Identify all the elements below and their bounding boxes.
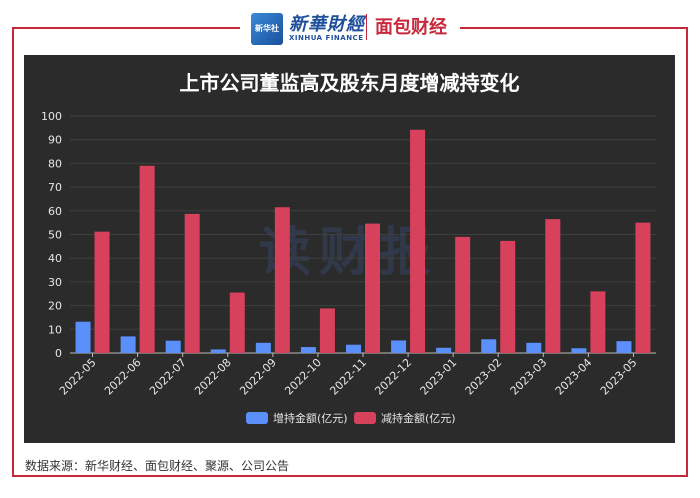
y-tick-label: 10 [48,323,62,336]
brand-name-en: XINHUA FINANCE [289,34,364,42]
y-tick-label: 90 [48,134,62,147]
increase-bar [616,341,632,353]
increase-bar [120,336,136,353]
increase-bar [526,342,542,353]
partner-logo: 面包财经 [375,17,447,38]
decrease-bar [545,219,561,353]
x-tick-label: 2023-02 [463,356,505,398]
xinhua-badge-logo: 新华社 [251,13,283,45]
frame-right [686,27,688,477]
y-tick-label: 100 [41,110,62,123]
frame-left [12,27,14,477]
legend-swatch-increase [246,412,268,424]
decrease-bar [365,223,380,353]
increase-bar [75,321,91,353]
x-tick-label: 2022-08 [192,356,234,398]
increase-bar [300,347,316,353]
legend-swatch-decrease [354,412,376,424]
x-tick-label: 2022-10 [282,356,324,398]
chart-panel: 上市公司董监高及股东月度增减持变化 读财报 0 10 20 30 40 50 60 70 80 9… [24,55,675,443]
header-rule-left [12,27,240,29]
increase-bar [210,349,226,353]
source-note: 数据来源：新华财经、面包财经、聚源、公司公告 [25,459,290,473]
x-tick-label: 2022-09 [237,356,279,398]
decrease-bar [139,165,155,353]
y-tick-label: 30 [48,276,62,289]
legend-label-increase: 增持金额(亿元) [273,411,348,425]
x-tick-label: 2023-05 [598,356,640,398]
decrease-bar [94,231,110,353]
decrease-bar [455,236,471,353]
decrease-bar [500,240,516,353]
decrease-bar [274,207,290,353]
logo-separator [366,14,367,40]
x-tick-label: 2023-04 [553,356,595,398]
y-tick-label: 40 [48,252,62,265]
x-tick-label: 2023-03 [508,356,550,398]
x-tick-label: 2022-11 [327,356,369,398]
frame-bottom [12,475,688,477]
increase-bar [481,339,497,353]
header: 新华社 新華財經 XINHUA FINANCE 面包财经 [0,0,700,50]
decrease-bar [410,129,426,353]
y-tick-label: 50 [48,229,62,242]
increase-bar [255,342,271,353]
decrease-bar [184,213,200,353]
decrease-bar [590,291,606,353]
increase-bar [571,348,587,353]
decrease-bar [229,292,245,353]
y-tick-label: 0 [55,347,62,360]
x-tick-label: 2022-06 [102,356,144,398]
legend-label-decrease: 减持金额(亿元) [381,411,456,425]
decrease-bar [635,222,651,353]
x-tick-label: 2022-07 [147,356,189,398]
decrease-bar [319,308,335,353]
header-rule-right [460,27,688,29]
increase-bar [165,340,181,353]
increase-bar [391,340,407,353]
x-tick-label: 2022-05 [57,356,99,398]
increase-bar [436,347,452,353]
chart-title: 上市公司董监高及股东月度增减持变化 [179,71,520,95]
y-tick-label: 20 [48,300,62,313]
increase-bar [346,344,361,353]
y-tick-label: 80 [48,157,62,170]
y-tick-label: 60 [48,205,62,218]
x-tick-label: 2023-01 [418,356,460,398]
y-tick-label: 70 [48,181,62,194]
x-tick-label: 2022-12 [373,356,415,398]
brand-name-cn: 新華財經 [289,14,365,35]
